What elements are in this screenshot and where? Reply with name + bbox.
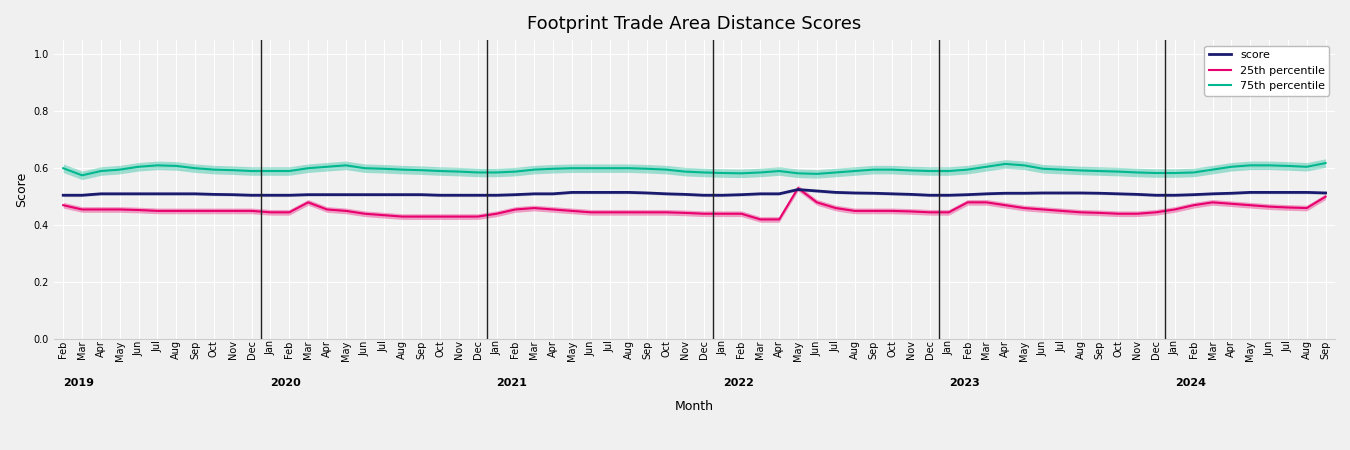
25th percentile <box>55 202 72 208</box>
Text: 2024: 2024 <box>1174 378 1206 388</box>
25th percentile <box>1204 200 1220 205</box>
score <box>1318 190 1334 196</box>
25th percentile <box>998 202 1014 208</box>
Line: score: score <box>63 189 1326 195</box>
75th percentile <box>375 166 391 171</box>
75th percentile <box>74 173 90 178</box>
25th percentile <box>1223 201 1239 207</box>
Text: 2021: 2021 <box>497 378 528 388</box>
25th percentile <box>941 210 957 215</box>
X-axis label: Month: Month <box>675 400 714 413</box>
75th percentile <box>809 171 825 176</box>
25th percentile <box>1242 202 1258 208</box>
score <box>809 188 825 194</box>
75th percentile <box>1204 167 1220 172</box>
Y-axis label: Score: Score <box>15 172 28 207</box>
score <box>583 190 599 195</box>
Text: 2023: 2023 <box>949 378 980 388</box>
Text: 2019: 2019 <box>63 378 95 388</box>
75th percentile <box>356 166 373 171</box>
score <box>356 192 373 198</box>
Title: Footprint Trade Area Distance Scores: Footprint Trade Area Distance Scores <box>528 15 861 33</box>
score <box>790 187 806 192</box>
25th percentile <box>1318 194 1334 199</box>
Line: 75th percentile: 75th percentile <box>63 163 1326 176</box>
75th percentile <box>602 166 618 171</box>
score <box>1204 191 1220 197</box>
score <box>338 192 354 198</box>
Line: 25th percentile: 25th percentile <box>63 188 1326 220</box>
25th percentile <box>752 217 768 222</box>
25th percentile <box>790 185 806 191</box>
Legend: score, 25th percentile, 75th percentile: score, 25th percentile, 75th percentile <box>1204 45 1330 96</box>
75th percentile <box>55 166 72 171</box>
25th percentile <box>1091 210 1107 216</box>
score <box>771 191 787 197</box>
Text: 2020: 2020 <box>270 378 301 388</box>
Text: 2022: 2022 <box>722 378 753 388</box>
75th percentile <box>1318 160 1334 166</box>
75th percentile <box>790 171 806 176</box>
score <box>55 193 72 198</box>
